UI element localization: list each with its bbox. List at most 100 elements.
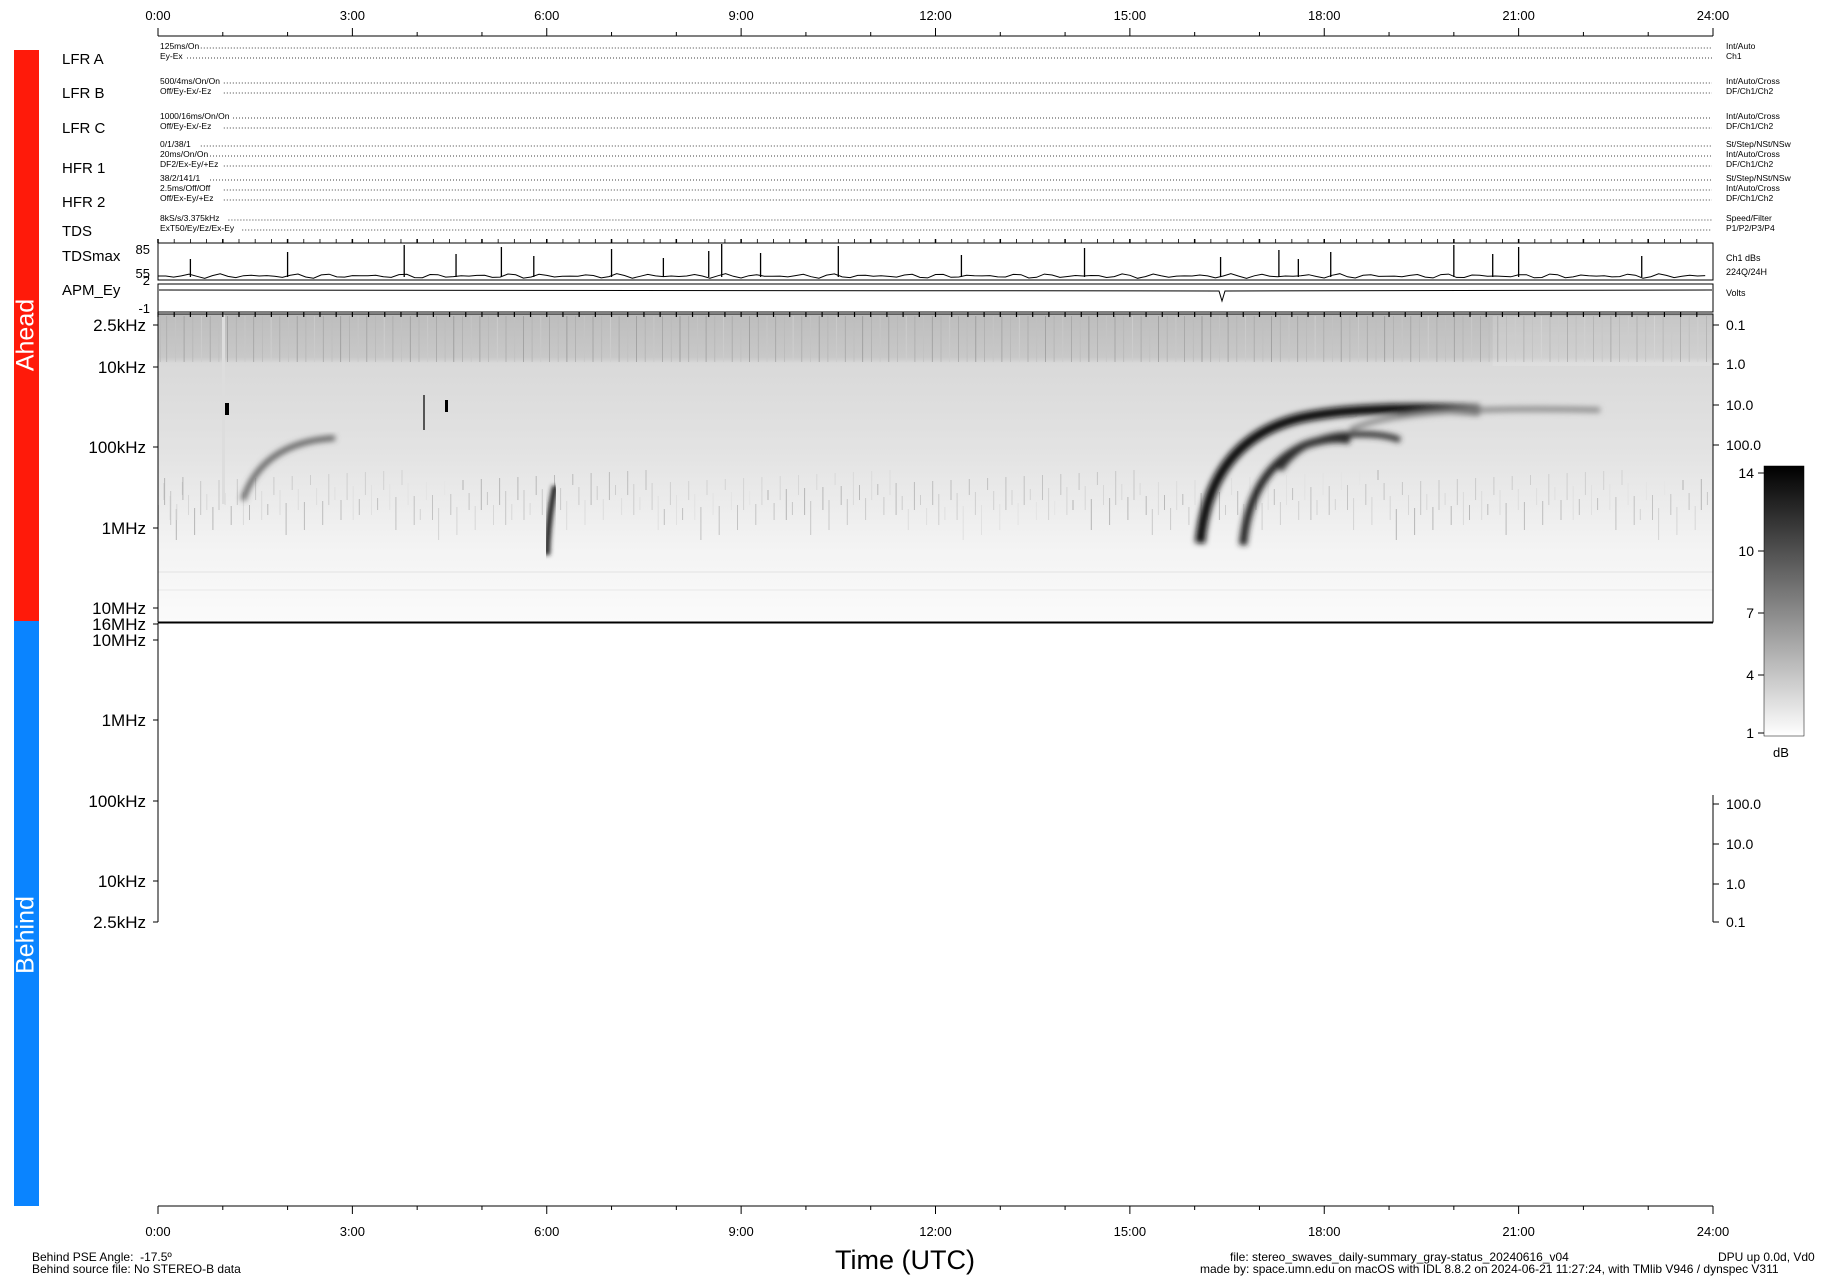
tdsmax-ytick-85: 85 [136,242,150,257]
tdsmax-right-label-1: Ch1 dBs [1726,253,1761,263]
ahead-color-bar [14,50,39,621]
time-tick-label: 0:00 [145,8,170,23]
ahead-spectrogram [157,313,1714,623]
tdsmax-top-ticks [157,239,1698,243]
tdsmax-line [158,273,1706,279]
behind-color-bar [14,621,39,1206]
time-tick-label: 24:00 [1697,8,1730,23]
behind-frequency-labels: 10MHz 1MHz 100kHz 10kHz 2.5kHz [88,631,158,932]
status-row-right-text: P1/P2/P3/P4 [1726,223,1775,233]
colorbar: 14 10 7 4 1 dB [1738,465,1805,760]
tdsmax-spikes [189,244,1643,277]
behind-freq-label: 10kHz [98,872,146,891]
apm-ytick-minus1: -1 [138,301,150,316]
footer-right-line2: made by: space.umn.edu on macOS with IDL… [1200,1262,1779,1276]
ahead-freq-label: 16MHz [92,615,146,634]
behind-right-label: 1.0 [1726,876,1746,892]
status-row-name: LFR C [62,120,106,137]
ahead-freq-label: 10kHz [98,358,146,377]
colorbar-tick-label: 4 [1746,667,1754,683]
apm-label: APM_Ey [62,282,121,299]
status-row-left-text: Off/Ey-Ex/-Ez [160,86,211,96]
footer-right-line1: file: stereo_swaves_daily-summary_gray-s… [1230,1250,1569,1264]
status-row-left-text: Ey-Ex [160,51,183,61]
status-row-name: HFR 2 [62,194,105,211]
apm-trace [158,289,1713,303]
ahead-right-labels: 0.1 1.0 10.0 100.0 [1713,317,1761,453]
spectrogram-right-shade [1492,316,1713,366]
behind-right-label: 0.1 [1726,914,1746,930]
time-tick-label: 18:00 [1308,8,1341,23]
status-row-name: LFR B [62,85,105,102]
time-tick-label: 21:00 [1502,1224,1535,1239]
colorbar-unit: dB [1773,745,1789,760]
status-row-right-text: Speed/Filter [1726,213,1772,223]
behind-spectrogram [157,622,1714,922]
tdsmax-label: TDSmax [62,248,121,265]
status-row-right-text: DF/Ch1/Ch2 [1726,193,1774,203]
status-row-left-text: 0/1/38/1 [160,139,191,149]
status-row-left-text: 8kS/s/3.375kHz [160,213,220,223]
time-tick-label: 24:00 [1697,1224,1730,1239]
status-row-right-text: Int/Auto [1726,41,1756,51]
tdsmax-ytick-55: 55 [136,266,150,281]
behind-freq-label: 100kHz [88,792,146,811]
status-row-right-text: DF/Ch1/Ch2 [1726,121,1774,131]
apm-right-label: Volts [1726,288,1746,298]
time-tick-label: 9:00 [728,8,753,23]
ahead-right-label: 1.0 [1726,356,1746,372]
behind-freq-label: 1MHz [102,711,146,730]
bottom-time-axis: 0:00 3:00 6:00 9:00 12:00 15:00 18:00 21:00 24:0… [145,1205,1730,1239]
ahead-right-label: 100.0 [1726,437,1761,453]
colorbar-tick-label: 14 [1738,465,1754,481]
ahead-freq-label: 100kHz [88,438,146,457]
footer-left-line1: Behind PSE Angle: -17.5º [32,1250,172,1264]
status-row-left-text: 20ms/On/On [160,149,208,159]
time-tick-label: 12:00 [919,8,952,23]
status-row-name: HFR 1 [62,160,105,177]
time-tick-label: 12:00 [919,1224,952,1239]
status-row-name: TDS [62,223,92,240]
burst-1 [240,435,336,501]
time-tick-label: 9:00 [728,1224,753,1239]
status-row-right-text: St/Step/NSt/NSw [1726,139,1792,149]
time-tick-label: 3:00 [340,8,365,23]
time-tick-label: 0:00 [145,1224,170,1239]
behind-freq-label: 2.5kHz [93,913,146,932]
time-tick-label: 18:00 [1308,1224,1341,1239]
ahead-top-ticks [157,312,1698,317]
ahead-freq-label: 2.5kHz [93,316,146,335]
burst-2 [544,485,558,556]
apm-panel: APM_Ey 2 -1 Volts [62,273,1746,316]
status-row-left-text: 38/2/141/1 [160,173,200,183]
status-row-left-text: 125ms/On [160,41,199,51]
ahead-right-label: 0.1 [1726,317,1746,333]
status-row-right-text: Int/Auto/Cross [1726,111,1780,121]
ahead-freq-label: 1MHz [102,519,146,538]
status-row-left-text: ExT50/Ey/Ez/Ex-Ey [160,223,235,233]
status-row-left-text: 500/4ms/On/On [160,76,220,86]
burst-3 [1195,403,1601,546]
behind-right-label: 100.0 [1726,796,1761,812]
behind-right-labels: 100.0 10.0 1.0 0.1 [1713,796,1761,930]
footer-corner-text: DPU up 0.0d, Vd0 [1718,1250,1815,1264]
status-row-name: LFR A [62,51,104,68]
colorbar-tick-label: 1 [1746,725,1754,741]
status-row-right-text: Int/Auto/Cross [1726,149,1780,159]
colorbar-ticks: 14 10 7 4 1 [1738,465,1764,741]
time-tick-label: 6:00 [534,1224,559,1239]
status-row-right-text: Int/Auto/Cross [1726,76,1780,86]
time-tick-label: 15:00 [1114,8,1147,23]
status-row-right-text: Ch1 [1726,51,1742,61]
time-axis-title: Time (UTC) [835,1245,975,1275]
tdsmax-right-label-2: 224Q/24H [1726,267,1767,277]
apm-ytick-2: 2 [143,273,150,288]
status-row-right-text: St/Step/NSt/NSw [1726,173,1792,183]
behind-freq-label: 10MHz [92,631,146,650]
time-tick-label: 6:00 [534,8,559,23]
status-row-right-text: DF/Ch1/Ch2 [1726,159,1774,169]
tdsmax-panel: TDSmax 85 55 Ch1 dBs 224Q/24H [62,239,1767,281]
behind-right-label: 10.0 [1726,836,1753,852]
